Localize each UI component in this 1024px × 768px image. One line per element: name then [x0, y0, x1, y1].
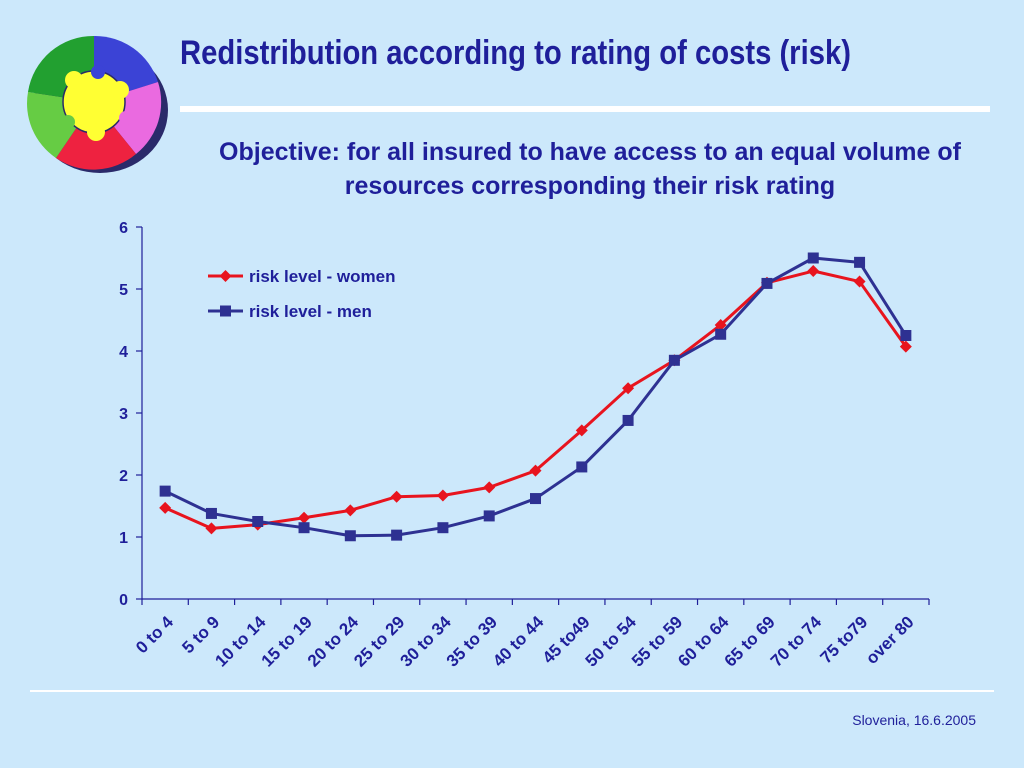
x-tick-label: 75 to79: [817, 612, 872, 667]
data-point-women: [899, 340, 912, 353]
data-point-women: [436, 489, 449, 502]
data-point-men: [668, 354, 680, 366]
slide-subtitle: Objective: for all insured to have acces…: [219, 138, 961, 200]
legend-label-women: risk level - women: [249, 267, 395, 286]
x-tick-label: over 80: [862, 612, 918, 668]
data-point-men: [900, 330, 912, 341]
y-tick-label: 1: [119, 530, 128, 547]
footer-date-location: Slovenia, 16.6.2005: [852, 712, 976, 728]
legend-marker-women: [219, 270, 232, 282]
data-point-men: [298, 522, 310, 534]
data-point-women: [807, 265, 820, 278]
data-point-women: [622, 382, 635, 395]
legend-label-men: risk level - men: [249, 302, 372, 321]
data-point-men: [530, 493, 541, 505]
data-point-women: [390, 490, 403, 503]
data-point-men: [252, 516, 264, 527]
slide-title: Redistribution according to rating of co…: [180, 34, 851, 72]
y-tick-label: 6: [119, 220, 128, 237]
series-men: [159, 252, 912, 542]
x-tick-label: 15 to 19: [258, 612, 316, 670]
data-point-men: [344, 530, 356, 542]
data-point-women: [714, 318, 727, 331]
data-point-men: [391, 529, 403, 541]
data-point-women: [529, 464, 542, 477]
data-point-women: [344, 504, 357, 517]
data-point-men: [205, 507, 217, 519]
title-divider: [180, 106, 990, 112]
data-point-women: [575, 424, 588, 437]
data-point-men: [622, 414, 634, 426]
data-point-men: [437, 522, 449, 534]
data-point-women: [159, 501, 172, 514]
data-point-men: [576, 461, 588, 473]
data-point-men: [761, 277, 773, 289]
x-tick-label: 55 to 59: [628, 612, 686, 670]
footer-divider: [30, 690, 994, 692]
puzzle-logo-icon: [27, 35, 168, 173]
x-tick-label: 25 to 29: [350, 612, 408, 670]
chart-legend: risk level - women risk level - men: [208, 267, 395, 321]
legend-item-men: risk level - men: [208, 302, 372, 321]
x-tick-label: 5 to 9: [178, 612, 223, 657]
y-tick-label: 3: [119, 406, 128, 423]
data-point-women: [205, 522, 218, 535]
data-point-men: [807, 252, 819, 264]
data-point-men: [854, 256, 866, 268]
y-tick-label: 0: [119, 592, 128, 609]
legend-item-women: risk level - women: [208, 267, 395, 286]
data-point-women: [483, 481, 496, 494]
series-women: [159, 265, 912, 535]
data-point-men: [159, 485, 171, 497]
data-point-men: [483, 510, 495, 522]
data-point-women: [853, 275, 866, 288]
y-tick-label: 5: [119, 282, 128, 299]
data-point-women: [298, 511, 311, 524]
x-tick-label: 0 to 4: [132, 612, 177, 657]
x-tick-label: 65 to 69: [721, 612, 779, 670]
x-tick-label: 40 to 44: [489, 612, 548, 671]
x-tick-label: 35 to 39: [443, 612, 501, 670]
y-tick-label: 2: [119, 468, 128, 485]
y-tick-label: 4: [119, 344, 128, 361]
data-point-men: [715, 328, 727, 340]
x-tick-label: 70 to 74: [767, 612, 826, 671]
legend-marker-men: [220, 305, 231, 317]
